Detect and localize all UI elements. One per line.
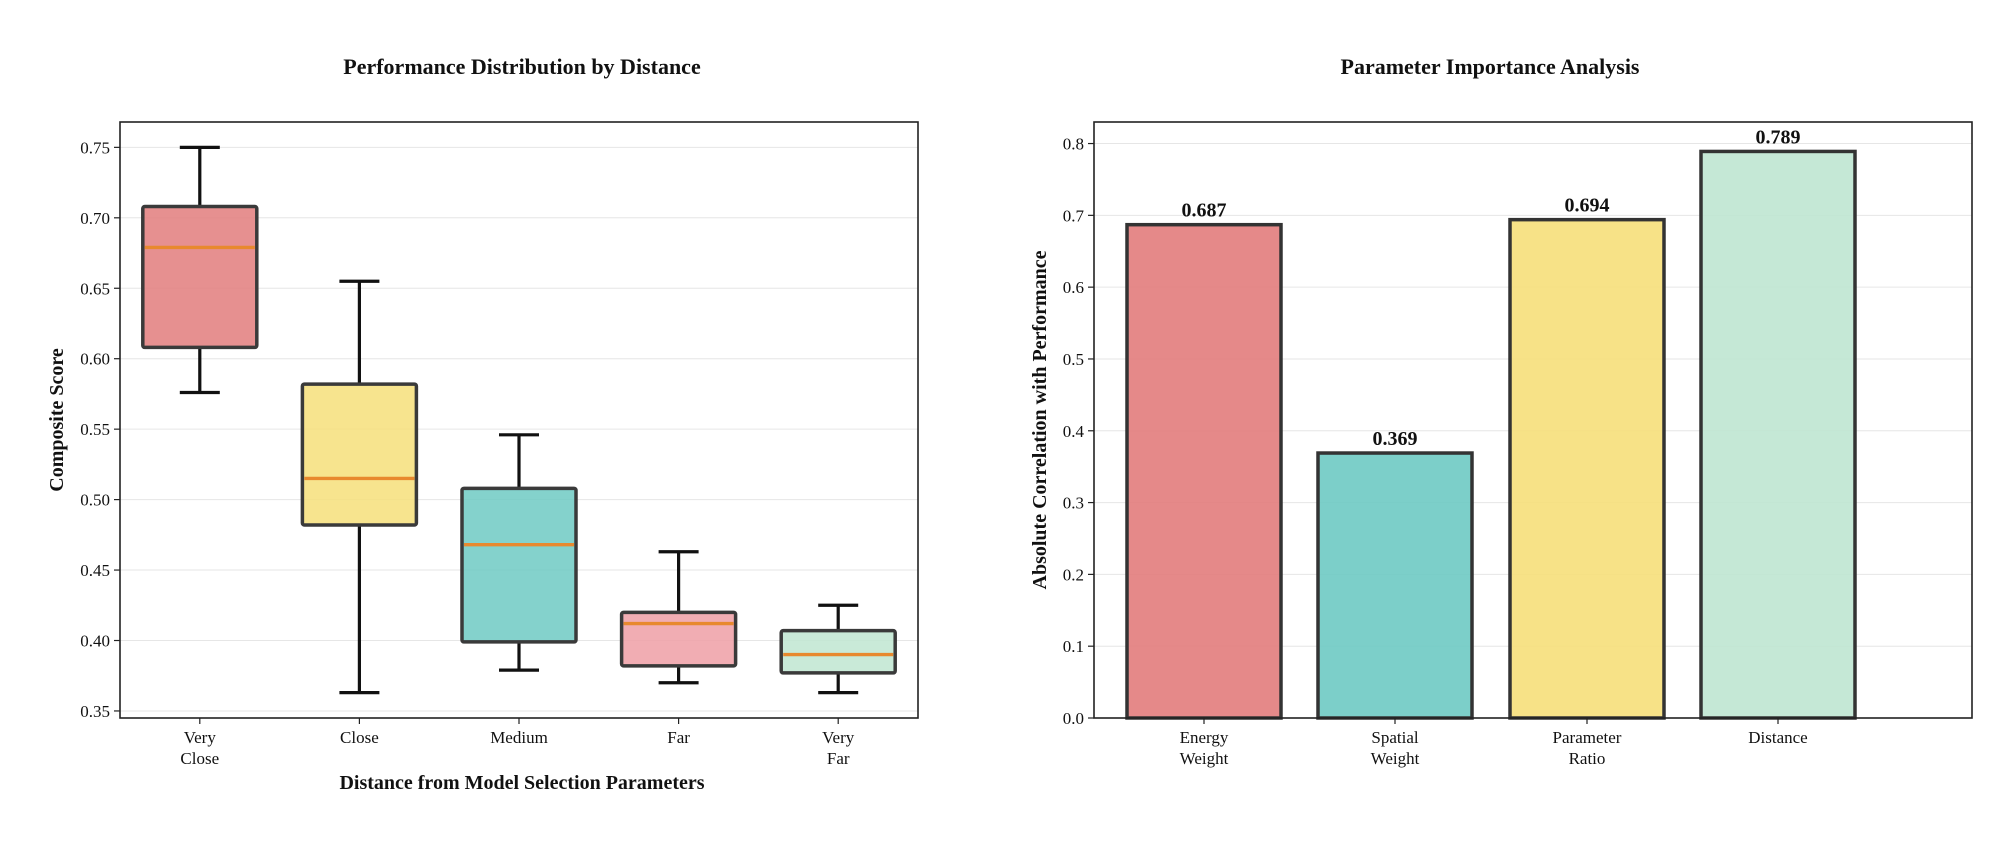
y-tick-label: 0.0 (1063, 709, 1084, 728)
x-tick-label-line: Close (180, 749, 219, 768)
x-tick-label-line: Far (667, 728, 690, 747)
y-tick-label: 0.35 (80, 702, 110, 721)
box (141, 204, 259, 350)
y-tick-label: 0.2 (1063, 565, 1084, 584)
y-tick-label: 0.50 (80, 491, 110, 510)
x-axis-ticks: Energy Weight Spatial Weight Parameter Ratio D… (1180, 718, 1808, 768)
box-plot-item (779, 603, 897, 695)
x-tick-label: Parameter Ratio (1553, 728, 1622, 768)
y-tick-label: 0.45 (80, 561, 110, 580)
y-tick-label: 0.4 (1063, 422, 1085, 441)
chart-title: Parameter Importance Analysis (1341, 54, 1640, 79)
x-tick-label-line: Spatial (1371, 728, 1418, 747)
y-axis-ticks: 0.0 0.1 0.2 0.3 0.4 0.5 0.6 0.7 0.8 (1063, 135, 1094, 728)
y-tick-label: 0.60 (80, 350, 110, 369)
x-tick-label-line: Far (827, 749, 850, 768)
y-tick-label: 0.40 (80, 632, 110, 651)
box-plot-item (141, 145, 259, 395)
bar-value-label: 0.369 (1373, 428, 1418, 450)
x-tick-label: Close (340, 728, 379, 747)
x-tick-label: Very Close (180, 728, 219, 768)
y-tick-label: 0.70 (80, 209, 110, 228)
boxes (141, 145, 897, 695)
bars (1125, 149, 1857, 720)
y-tick-label: 0.1 (1063, 637, 1084, 656)
y-tick-label: 0.3 (1063, 494, 1084, 513)
y-tick-label: 0.55 (80, 420, 110, 439)
y-tick-label: 0.5 (1063, 350, 1084, 369)
x-tick-label-line: Close (340, 728, 379, 747)
box-plot-item (460, 433, 578, 672)
y-tick-label: 0.6 (1063, 278, 1084, 297)
x-tick-label-line: Weight (1371, 749, 1420, 768)
x-tick-label: Far (667, 728, 690, 747)
box-plot-item (300, 279, 419, 695)
x-tick-label-line: Very (822, 728, 855, 747)
box-plot-item (619, 550, 738, 685)
x-tick-label-line: Medium (490, 728, 548, 747)
bar (1125, 222, 1283, 720)
box (300, 382, 419, 527)
x-axis-ticks: Very Close Close Medium Far Very Far (180, 718, 855, 768)
x-tick-label-line: Weight (1180, 749, 1229, 768)
x-tick-label: Distance (1748, 728, 1807, 747)
bar (1699, 149, 1857, 720)
x-tick-label-line: Distance (1748, 728, 1807, 747)
y-axis-label: Absolute Correlation with Performance (1029, 250, 1051, 589)
x-tick-label-line: Very (184, 728, 217, 747)
y-tick-label: 0.75 (80, 138, 110, 157)
bar-chart: Parameter Importance Analysis 0.00.10.20… (1029, 54, 1973, 768)
data-labels: 0.687 0.369 0.694 0.789 (1182, 126, 1801, 450)
x-tick-label-line: Parameter (1553, 728, 1622, 747)
x-axis-label: Distance from Model Selection Parameters (339, 772, 704, 794)
y-axis-label: Composite Score (46, 348, 68, 492)
chart-title: Performance Distribution by Distance (343, 54, 701, 79)
box (779, 628, 897, 675)
y-axis-ticks: 0.35 0.40 0.45 0.50 0.55 0.60 0.65 0.70 0.75 (80, 138, 120, 721)
bar-value-label: 0.687 (1182, 200, 1227, 222)
y-tick-label: 0.65 (80, 279, 110, 298)
x-tick-label-line: Ratio (1569, 749, 1606, 768)
x-tick-label: Spatial Weight (1371, 728, 1420, 768)
x-tick-label: Medium (490, 728, 548, 747)
box (619, 610, 738, 668)
x-tick-label: Very Far (822, 728, 855, 768)
box (460, 486, 578, 644)
bar-value-label: 0.694 (1565, 195, 1610, 217)
bar (1508, 217, 1666, 720)
box-plot-chart: Performance Distribution by Distance 0.3… (46, 54, 919, 794)
x-tick-label-line: Energy (1180, 728, 1229, 747)
y-tick-label: 0.7 (1063, 206, 1085, 225)
x-tick-label: Energy Weight (1180, 728, 1229, 768)
y-tick-label: 0.8 (1063, 135, 1084, 154)
bar-value-label: 0.789 (1756, 126, 1801, 148)
bar (1316, 451, 1474, 720)
plot-area-frame (1093, 121, 1973, 719)
